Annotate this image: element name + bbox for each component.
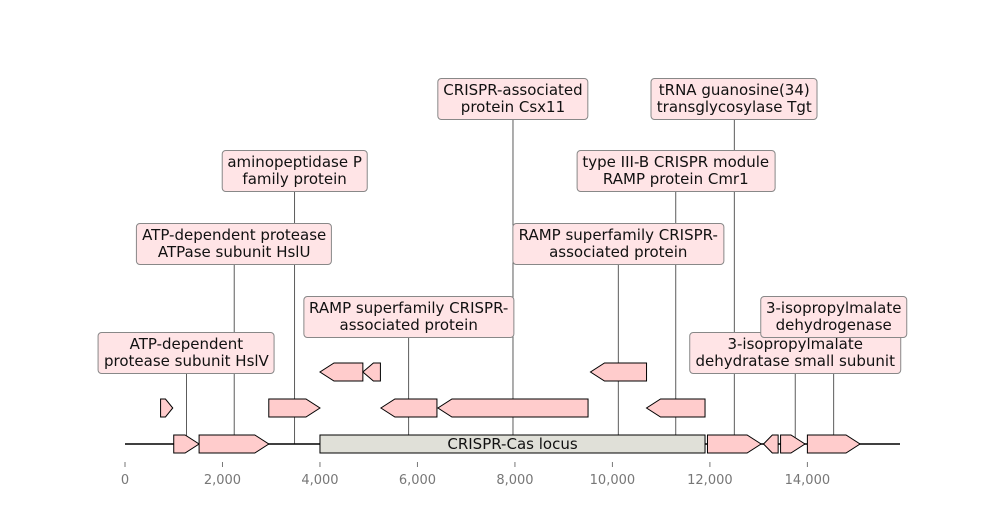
gene-arrow bbox=[198, 434, 270, 454]
feature-label: 3-isopropylmalate dehydratase small subu… bbox=[689, 332, 901, 374]
axis-tick-label: 4,000 bbox=[301, 473, 338, 488]
axis-tick-label: 10,000 bbox=[590, 473, 636, 488]
gene-arrow bbox=[362, 362, 381, 382]
axis-tick-label: 2,000 bbox=[204, 473, 241, 488]
gene-arrow bbox=[436, 398, 589, 418]
gene-arrow bbox=[806, 434, 861, 454]
axis-tick-label: 12,000 bbox=[687, 473, 733, 488]
axis-tick-label: 6,000 bbox=[399, 473, 436, 488]
axis-tick-label: 8,000 bbox=[496, 473, 533, 488]
gene-arrow bbox=[160, 398, 174, 418]
feature-label: 3-isopropylmalate dehydrogenase bbox=[759, 296, 908, 338]
gene-arrow bbox=[379, 398, 438, 418]
feature-label: RAMP superfamily CRISPR- associated prot… bbox=[512, 223, 724, 265]
axis-tick-label: 14,000 bbox=[785, 473, 831, 488]
feature-label: type III-B CRISPR module RAMP protein Cm… bbox=[576, 150, 776, 192]
feature-label: tRNA guanosine(34) transglycosylase Tgt bbox=[650, 78, 818, 120]
gene-arrow bbox=[319, 362, 364, 382]
gene-arrow bbox=[706, 434, 763, 454]
feature-label: RAMP superfamily CRISPR- associated prot… bbox=[303, 296, 515, 338]
gene-arrow bbox=[762, 434, 779, 454]
gene-arrow bbox=[589, 362, 648, 382]
gene-arrow bbox=[645, 398, 706, 418]
feature-label: aminopeptidase P family protein bbox=[221, 150, 368, 192]
feature-label: ATP-dependent protease ATPase subunit Hs… bbox=[136, 223, 333, 265]
region-box bbox=[319, 434, 706, 454]
axis-tick-label: 0 bbox=[121, 473, 129, 488]
feature-label: CRISPR-associated protein Csx11 bbox=[437, 78, 589, 120]
gene-arrow bbox=[173, 434, 201, 454]
gene-arrow bbox=[268, 398, 321, 418]
gene-arrow bbox=[780, 434, 806, 454]
feature-label: ATP-dependent protease subunit HslV bbox=[97, 332, 275, 374]
region-label: CRISPR-Cas locus bbox=[447, 435, 578, 453]
